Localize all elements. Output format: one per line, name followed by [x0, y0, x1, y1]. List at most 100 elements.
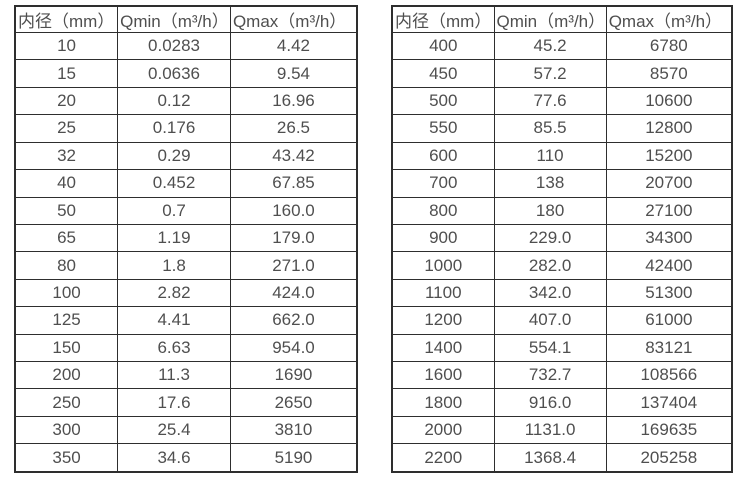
table-row: 800 180 27100: [391, 196, 733, 225]
table-cell: 10: [14, 31, 119, 61]
table-cell: 700: [391, 169, 495, 198]
table-cell: 0.176: [117, 114, 231, 143]
table-cell: 57.2: [493, 59, 607, 88]
table-cell: 8570: [605, 59, 733, 88]
table-cell: 180: [493, 196, 607, 225]
table-cell: 67.85: [229, 169, 358, 198]
table-cell: 110: [493, 141, 607, 171]
table-row: 1400 554.1 83121: [391, 333, 733, 363]
table-cell: 179.0: [229, 223, 358, 253]
table-cell: 45.2: [493, 31, 607, 61]
table-cell: 65: [14, 223, 119, 253]
table-cell: 16.96: [229, 86, 358, 116]
table-cell: 1200: [391, 306, 495, 335]
table-row: 450 57.2 8570: [391, 59, 733, 88]
table-cell: 0.29: [117, 141, 231, 171]
table-row: 1200 407.0 61000: [391, 306, 733, 335]
table-cell: 32: [14, 141, 119, 171]
table-cell: 20: [14, 86, 119, 116]
table-row: 400 45.2 6780: [391, 31, 733, 61]
table-cell: 1368.4: [493, 443, 607, 473]
table-cell: 2.82: [117, 278, 231, 308]
table-cell: 61000: [605, 306, 733, 335]
table-row: 1100 342.0 51300: [391, 278, 733, 308]
table-cell: 1.8: [117, 251, 231, 280]
table-cell: 108566: [605, 361, 733, 390]
table-cell: 550: [391, 114, 495, 143]
table-cell: 15200: [605, 141, 733, 171]
table-cell: 138: [493, 169, 607, 198]
table-row: 350 34.6 5190: [14, 443, 358, 473]
table-row: 200 11.3 1690: [14, 361, 358, 390]
table-cell: 500: [391, 86, 495, 116]
table-cell: 85.5: [493, 114, 607, 143]
table-row: 1000 282.0 42400: [391, 251, 733, 280]
table-cell: 17.6: [117, 388, 231, 417]
column-header: Qmax（m³/h）: [605, 5, 733, 33]
table-cell: 11.3: [117, 361, 231, 390]
table-cell: 34300: [605, 223, 733, 253]
table-row: 2200 1368.4 205258: [391, 443, 733, 473]
table-row: 25 0.176 26.5: [14, 114, 358, 143]
table-row: 2000 1131.0 169635: [391, 415, 733, 445]
table-cell: 0.12: [117, 86, 231, 116]
table-cell: 77.6: [493, 86, 607, 116]
spec-table-large-diameters: 内径（mm） Qmin（m³/h） Qmax（m³/h） 400 45.2 6780 450…: [391, 5, 733, 473]
table-cell: 6.63: [117, 333, 231, 363]
table-cell: 900: [391, 223, 495, 253]
table-cell: 1800: [391, 388, 495, 417]
table-row: 15 0.0636 9.54: [14, 59, 358, 88]
table-cell: 169635: [605, 415, 733, 445]
table-cell: 2000: [391, 415, 495, 445]
table-cell: 662.0: [229, 306, 358, 335]
table-cell: 200: [14, 361, 119, 390]
table-cell: 1100: [391, 278, 495, 308]
table-cell: 400: [391, 31, 495, 61]
table-cell: 1400: [391, 333, 495, 363]
table-row: 125 4.41 662.0: [14, 306, 358, 335]
table-cell: 0.452: [117, 169, 231, 198]
table-cell: 0.7: [117, 196, 231, 225]
table-row: 600 110 15200: [391, 141, 733, 171]
table-cell: 407.0: [493, 306, 607, 335]
table-cell: 0.0283: [117, 31, 231, 61]
table-cell: 732.7: [493, 361, 607, 390]
table-row: 250 17.6 2650: [14, 388, 358, 417]
table-cell: 916.0: [493, 388, 607, 417]
table-cell: 2650: [229, 388, 358, 417]
table-cell: 9.54: [229, 59, 358, 88]
table-cell: 282.0: [493, 251, 607, 280]
table-row: 1600 732.7 108566: [391, 361, 733, 390]
table-cell: 160.0: [229, 196, 358, 225]
table-cell: 342.0: [493, 278, 607, 308]
table-cell: 25.4: [117, 415, 231, 445]
table-cell: 3810: [229, 415, 358, 445]
table-cell: 954.0: [229, 333, 358, 363]
table-cell: 554.1: [493, 333, 607, 363]
table-cell: 600: [391, 141, 495, 171]
table-row: 550 85.5 12800: [391, 114, 733, 143]
table-cell: 1131.0: [493, 415, 607, 445]
table-cell: 80: [14, 251, 119, 280]
spec-table-small-diameters: 内径（mm） Qmin（m³/h） Qmax（m³/h） 10 0.0283 4.42 15…: [14, 5, 358, 473]
table-cell: 424.0: [229, 278, 358, 308]
table-row: 150 6.63 954.0: [14, 333, 358, 363]
column-header: Qmin（m³/h）: [117, 5, 231, 33]
table-cell: 150: [14, 333, 119, 363]
table-cell: 4.42: [229, 31, 358, 61]
table-cell: 100: [14, 278, 119, 308]
table-cell: 1.19: [117, 223, 231, 253]
table-row: 700 138 20700: [391, 169, 733, 198]
table-cell: 250: [14, 388, 119, 417]
table-cell: 1600: [391, 361, 495, 390]
column-header: 内径（mm）: [391, 5, 495, 33]
table-cell: 27100: [605, 196, 733, 225]
table-cell: 1000: [391, 251, 495, 280]
table-cell: 42400: [605, 251, 733, 280]
table-row: 65 1.19 179.0: [14, 223, 358, 253]
table-cell: 34.6: [117, 443, 231, 473]
column-header: 内径（mm）: [14, 5, 119, 33]
table-cell: 271.0: [229, 251, 358, 280]
table-cell: 40: [14, 169, 119, 198]
